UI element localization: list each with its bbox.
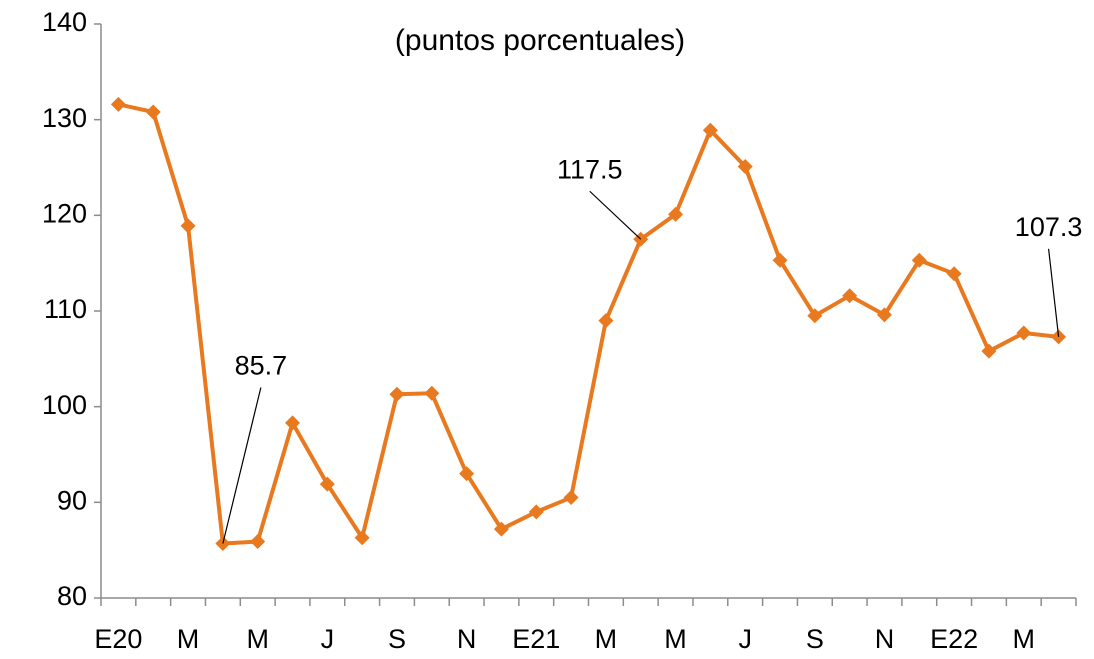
marker: [389, 386, 405, 402]
y-tick-label: 130: [42, 103, 87, 133]
y-tick-label: 100: [42, 390, 87, 420]
x-tick-label: E22: [930, 624, 978, 654]
data-label: 117.5: [557, 154, 623, 184]
x-tick-label: E21: [512, 624, 560, 654]
marker: [319, 476, 335, 492]
y-tick-label: 120: [42, 198, 87, 228]
data-label: 107.3: [1015, 212, 1083, 242]
marker: [354, 530, 370, 546]
leader-line: [222, 387, 262, 544]
x-tick-label: J: [321, 624, 335, 654]
marker: [772, 252, 788, 268]
x-tick-label: J: [738, 624, 752, 654]
y-tick-label: 140: [42, 7, 87, 37]
x-tick-label: S: [806, 624, 824, 654]
x-tick-label: M: [664, 624, 687, 654]
marker: [528, 504, 544, 520]
leader-line: [589, 190, 642, 240]
marker: [668, 206, 684, 222]
marker: [876, 307, 892, 323]
y-tick-label: 90: [57, 485, 87, 515]
marker: [807, 308, 823, 324]
marker: [911, 252, 927, 268]
x-tick-label: N: [457, 624, 477, 654]
x-tick-label: S: [388, 624, 406, 654]
y-tick-label: 80: [57, 581, 87, 611]
marker: [981, 343, 997, 359]
marker: [110, 96, 126, 112]
x-tick-label: M: [1013, 624, 1036, 654]
marker: [493, 521, 509, 537]
x-tick-label: M: [595, 624, 618, 654]
marker: [459, 466, 475, 482]
marker: [946, 266, 962, 282]
x-tick-label: E20: [94, 624, 142, 654]
marker: [285, 415, 301, 431]
x-tick-label: M: [246, 624, 269, 654]
marker: [842, 288, 858, 304]
y-tick-label: 110: [44, 294, 87, 324]
series-line: [117, 102, 1059, 546]
marker: [737, 159, 753, 175]
marker: [145, 104, 161, 120]
marker: [424, 385, 440, 401]
leader-line: [1047, 248, 1060, 337]
marker: [598, 313, 614, 329]
x-tick-label: N: [875, 624, 895, 654]
marker: [250, 534, 266, 550]
data-label: 85.7: [235, 351, 288, 381]
x-tick-label: M: [177, 624, 200, 654]
marker: [1016, 325, 1032, 341]
marker: [180, 218, 196, 234]
chart-title: (puntos porcentuales): [395, 24, 685, 57]
marker: [702, 122, 718, 138]
marker: [563, 490, 579, 506]
